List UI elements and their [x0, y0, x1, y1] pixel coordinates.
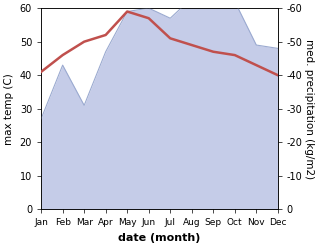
X-axis label: date (month): date (month) [118, 233, 201, 243]
Y-axis label: max temp (C): max temp (C) [4, 73, 14, 144]
Y-axis label: med. precipitation (kg/m2): med. precipitation (kg/m2) [304, 39, 314, 179]
